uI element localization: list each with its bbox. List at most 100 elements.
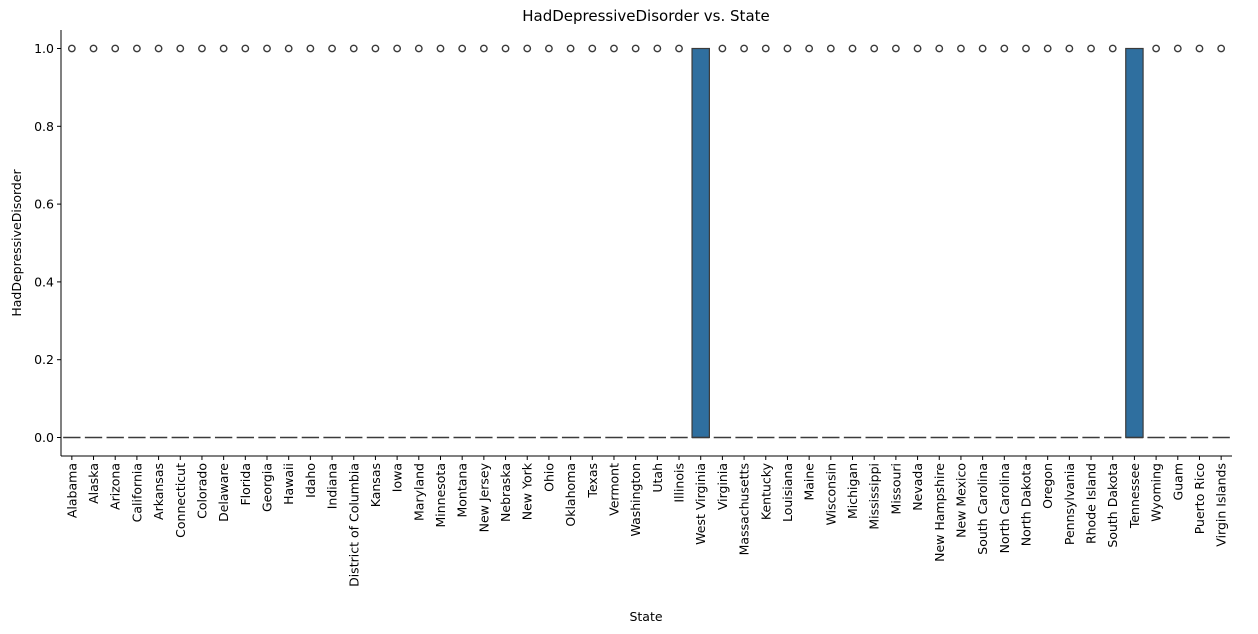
x-tick-label: Louisiana bbox=[780, 463, 795, 522]
outlier-point bbox=[1022, 44, 1030, 53]
box-utah bbox=[648, 44, 667, 439]
box-new-mexico bbox=[952, 44, 970, 439]
outlier-point bbox=[545, 44, 553, 53]
box-puerto-rico bbox=[1190, 44, 1209, 439]
box-new-hampshire bbox=[930, 44, 948, 439]
x-tick-label: Virginia bbox=[715, 463, 730, 510]
x-tick-label: Wyoming bbox=[1149, 463, 1164, 522]
box-vermont bbox=[605, 44, 623, 439]
y-tick-label: 1.0 bbox=[34, 41, 54, 56]
box-new-york bbox=[518, 44, 536, 439]
x-tick-label: Mississippi bbox=[867, 463, 882, 530]
y-tick-label: 0.8 bbox=[34, 119, 54, 134]
outlier-point bbox=[653, 44, 662, 53]
box-indiana bbox=[323, 44, 341, 439]
x-tick-label: North Carolina bbox=[997, 463, 1012, 553]
x-tick-label: Idaho bbox=[303, 463, 318, 498]
box-south-dakota bbox=[1104, 44, 1122, 439]
outlier-point bbox=[891, 44, 900, 53]
box-oklahoma bbox=[561, 44, 580, 439]
box-virginia bbox=[713, 44, 732, 439]
outlier-point bbox=[89, 44, 98, 53]
box-north-carolina bbox=[995, 44, 1013, 439]
outlier-point bbox=[1087, 44, 1095, 53]
x-tick-label: South Dakota bbox=[1105, 463, 1120, 548]
x-tick-label: Hawaii bbox=[281, 463, 296, 505]
x-axis-ticks: Alabama Alaska Arizona California Arkansas Co… bbox=[64, 456, 1229, 587]
x-tick-label: Nevada bbox=[910, 463, 925, 511]
x-tick-label: Arizona bbox=[108, 463, 123, 510]
outlier-point bbox=[913, 44, 922, 53]
outlier-point bbox=[219, 44, 228, 53]
y-axis-label: HadDepressiveDisorder bbox=[9, 168, 24, 316]
outlier-point bbox=[306, 44, 315, 53]
outlier-point bbox=[1043, 44, 1052, 53]
box-rhode-island bbox=[1082, 44, 1100, 439]
box-virgin-islands bbox=[1212, 44, 1230, 439]
outlier-point bbox=[111, 44, 120, 53]
outlier-point bbox=[241, 44, 250, 53]
x-tick-label: Michigan bbox=[845, 463, 860, 519]
outlier-point bbox=[957, 44, 965, 53]
x-tick-label: Vermont bbox=[606, 463, 621, 516]
x-tick-label: Texas bbox=[585, 463, 600, 499]
outlier-point bbox=[1217, 44, 1226, 53]
x-tick-label: Pennsylvania bbox=[1062, 463, 1077, 545]
box-hawaii bbox=[280, 44, 298, 439]
box-missouri bbox=[887, 44, 905, 439]
box-north-dakota bbox=[1017, 44, 1035, 439]
x-tick-label: Oklahoma bbox=[563, 463, 578, 527]
x-tick-label: District of Columbia bbox=[346, 463, 361, 587]
box-delaware bbox=[214, 44, 233, 439]
box-california bbox=[128, 44, 146, 439]
outlier-point bbox=[588, 44, 597, 53]
outlier-point bbox=[154, 44, 163, 53]
outlier-point bbox=[479, 44, 488, 53]
x-tick-label: West Virginia bbox=[693, 463, 708, 545]
box-florida bbox=[236, 44, 254, 439]
outlier-point bbox=[436, 44, 445, 53]
outlier-point bbox=[761, 44, 770, 53]
box-west-virginia bbox=[691, 47, 710, 439]
x-tick-label: New Jersey bbox=[476, 462, 491, 532]
box-texas bbox=[583, 44, 601, 439]
box-michigan bbox=[843, 44, 862, 439]
x-tick-label: Arkansas bbox=[151, 463, 166, 520]
box-nebraska bbox=[496, 44, 515, 439]
box-ohio bbox=[540, 44, 558, 439]
outlier-point bbox=[1173, 44, 1182, 53]
outlier-point bbox=[501, 44, 510, 53]
box-washington bbox=[626, 44, 645, 439]
x-tick-label: Alaska bbox=[86, 463, 101, 504]
x-tick-label: Maine bbox=[802, 463, 817, 501]
x-tick-label: Rhode Island bbox=[1084, 463, 1099, 544]
outlier-point bbox=[263, 44, 271, 53]
x-tick-label: California bbox=[129, 463, 144, 522]
x-tick-label: New Hampshire bbox=[932, 463, 947, 562]
x-tick-label: Puerto Rico bbox=[1192, 463, 1207, 534]
outlier-point bbox=[805, 44, 814, 53]
x-tick-label: Minnesota bbox=[433, 463, 448, 528]
box-kansas bbox=[366, 44, 385, 439]
outlier-point bbox=[328, 44, 336, 53]
box-mississippi bbox=[865, 44, 883, 439]
outlier-point bbox=[1065, 44, 1074, 53]
x-tick-label: Colorado bbox=[194, 463, 209, 519]
x-tick-label: North Dakota bbox=[1018, 463, 1033, 546]
box-idaho bbox=[301, 44, 320, 439]
outlier-point bbox=[783, 44, 792, 53]
outlier-point bbox=[848, 44, 857, 53]
x-tick-label: Ohio bbox=[541, 463, 556, 492]
outlier-point bbox=[1152, 44, 1161, 53]
outlier-point bbox=[1000, 44, 1009, 53]
x-tick-label: Guam bbox=[1170, 463, 1185, 500]
outlier-point bbox=[67, 44, 76, 53]
outlier-point bbox=[458, 44, 467, 53]
x-tick-label: Connecticut bbox=[173, 463, 188, 538]
outlier-point bbox=[870, 44, 879, 53]
box-kentucky bbox=[757, 44, 775, 439]
x-tick-label: New Mexico bbox=[953, 463, 968, 538]
box-arizona bbox=[106, 44, 124, 439]
outlier-point bbox=[198, 44, 206, 53]
